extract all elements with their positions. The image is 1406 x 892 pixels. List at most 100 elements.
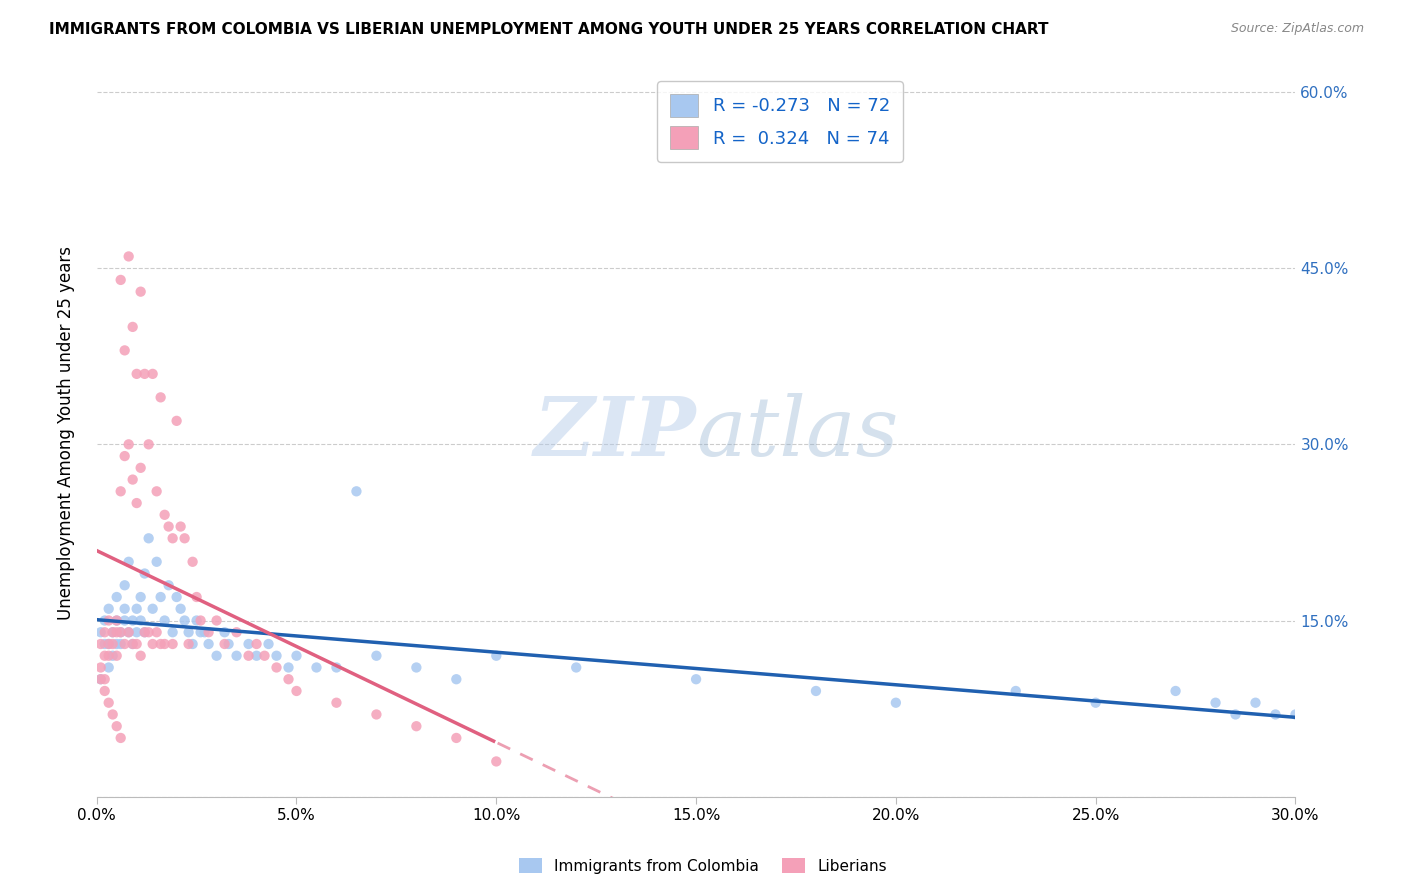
Point [90,672,112,686]
Point [1225,707,1247,722]
Point [93,614,115,628]
Point [134,367,156,381]
Point [134,625,156,640]
Point [177,625,200,640]
Point [105,614,128,628]
Point [285,648,308,663]
Point [169,519,191,533]
Point [90,625,112,640]
Point [149,637,172,651]
Point [277,672,299,686]
Point [101,648,124,663]
Point [101,625,124,640]
Point [366,707,388,722]
Point [565,660,588,674]
Point [101,637,124,651]
Point [173,614,195,628]
Point [169,601,191,615]
Point [125,367,148,381]
Point [114,449,136,463]
Text: ZIP: ZIP [533,392,696,473]
Point [266,660,288,674]
Point [166,590,188,604]
Point [162,637,184,651]
Legend: R = -0.273   N = 72, R =  0.324   N = 74: R = -0.273 N = 72, R = 0.324 N = 74 [657,81,903,161]
Point [804,684,827,698]
Point [1264,707,1286,722]
Point [485,648,508,663]
Point [118,555,141,569]
Point [97,660,120,674]
Point [93,637,115,651]
Point [266,648,288,663]
Point [1004,684,1026,698]
Point [97,637,120,651]
Text: IMMIGRANTS FROM COLOMBIA VS LIBERIAN UNEMPLOYMENT AMONG YOUTH UNDER 25 YEARS COR: IMMIGRANTS FROM COLOMBIA VS LIBERIAN UNE… [49,22,1049,37]
Point [125,496,148,510]
Point [446,672,468,686]
Point [325,696,347,710]
Point [153,637,176,651]
Point [110,625,132,640]
Point [197,625,219,640]
Point [238,637,260,651]
Point [114,614,136,628]
Point [1164,684,1187,698]
Point [162,625,184,640]
Point [118,625,141,640]
Point [485,755,508,769]
Point [125,637,148,651]
Point [129,614,152,628]
Point [181,555,204,569]
Point [134,566,156,581]
Point [142,637,165,651]
Point [153,508,176,522]
Point [346,484,368,499]
Point [134,625,156,640]
Point [245,648,267,663]
Point [121,637,143,651]
Point [173,531,195,545]
Point [121,637,143,651]
Point [177,637,200,651]
Point [142,601,165,615]
Point [884,696,907,710]
Point [214,625,236,640]
Point [1205,696,1227,710]
Point [110,273,132,287]
Point [90,660,112,674]
Point [157,578,180,592]
Text: Source: ZipAtlas.com: Source: ZipAtlas.com [1230,22,1364,36]
Point [105,719,128,733]
Point [90,637,112,651]
Point [105,648,128,663]
Point [181,637,204,651]
Point [138,437,160,451]
Point [145,555,167,569]
Point [253,648,276,663]
Y-axis label: Unemployment Among Youth under 25 years: Unemployment Among Youth under 25 years [58,245,75,620]
Point [90,672,112,686]
Point [186,590,208,604]
Point [110,637,132,651]
Point [214,637,236,651]
Point [121,614,143,628]
Point [97,614,120,628]
Point [205,614,228,628]
Point [285,684,308,698]
Point [325,660,347,674]
Point [166,414,188,428]
Point [190,625,212,640]
Point [105,590,128,604]
Point [153,614,176,628]
Point [405,660,427,674]
Point [1084,696,1107,710]
Point [197,637,219,651]
Point [305,660,328,674]
Point [118,249,141,263]
Point [205,648,228,663]
Point [121,473,143,487]
Point [101,625,124,640]
Point [110,625,132,640]
Point [257,637,280,651]
